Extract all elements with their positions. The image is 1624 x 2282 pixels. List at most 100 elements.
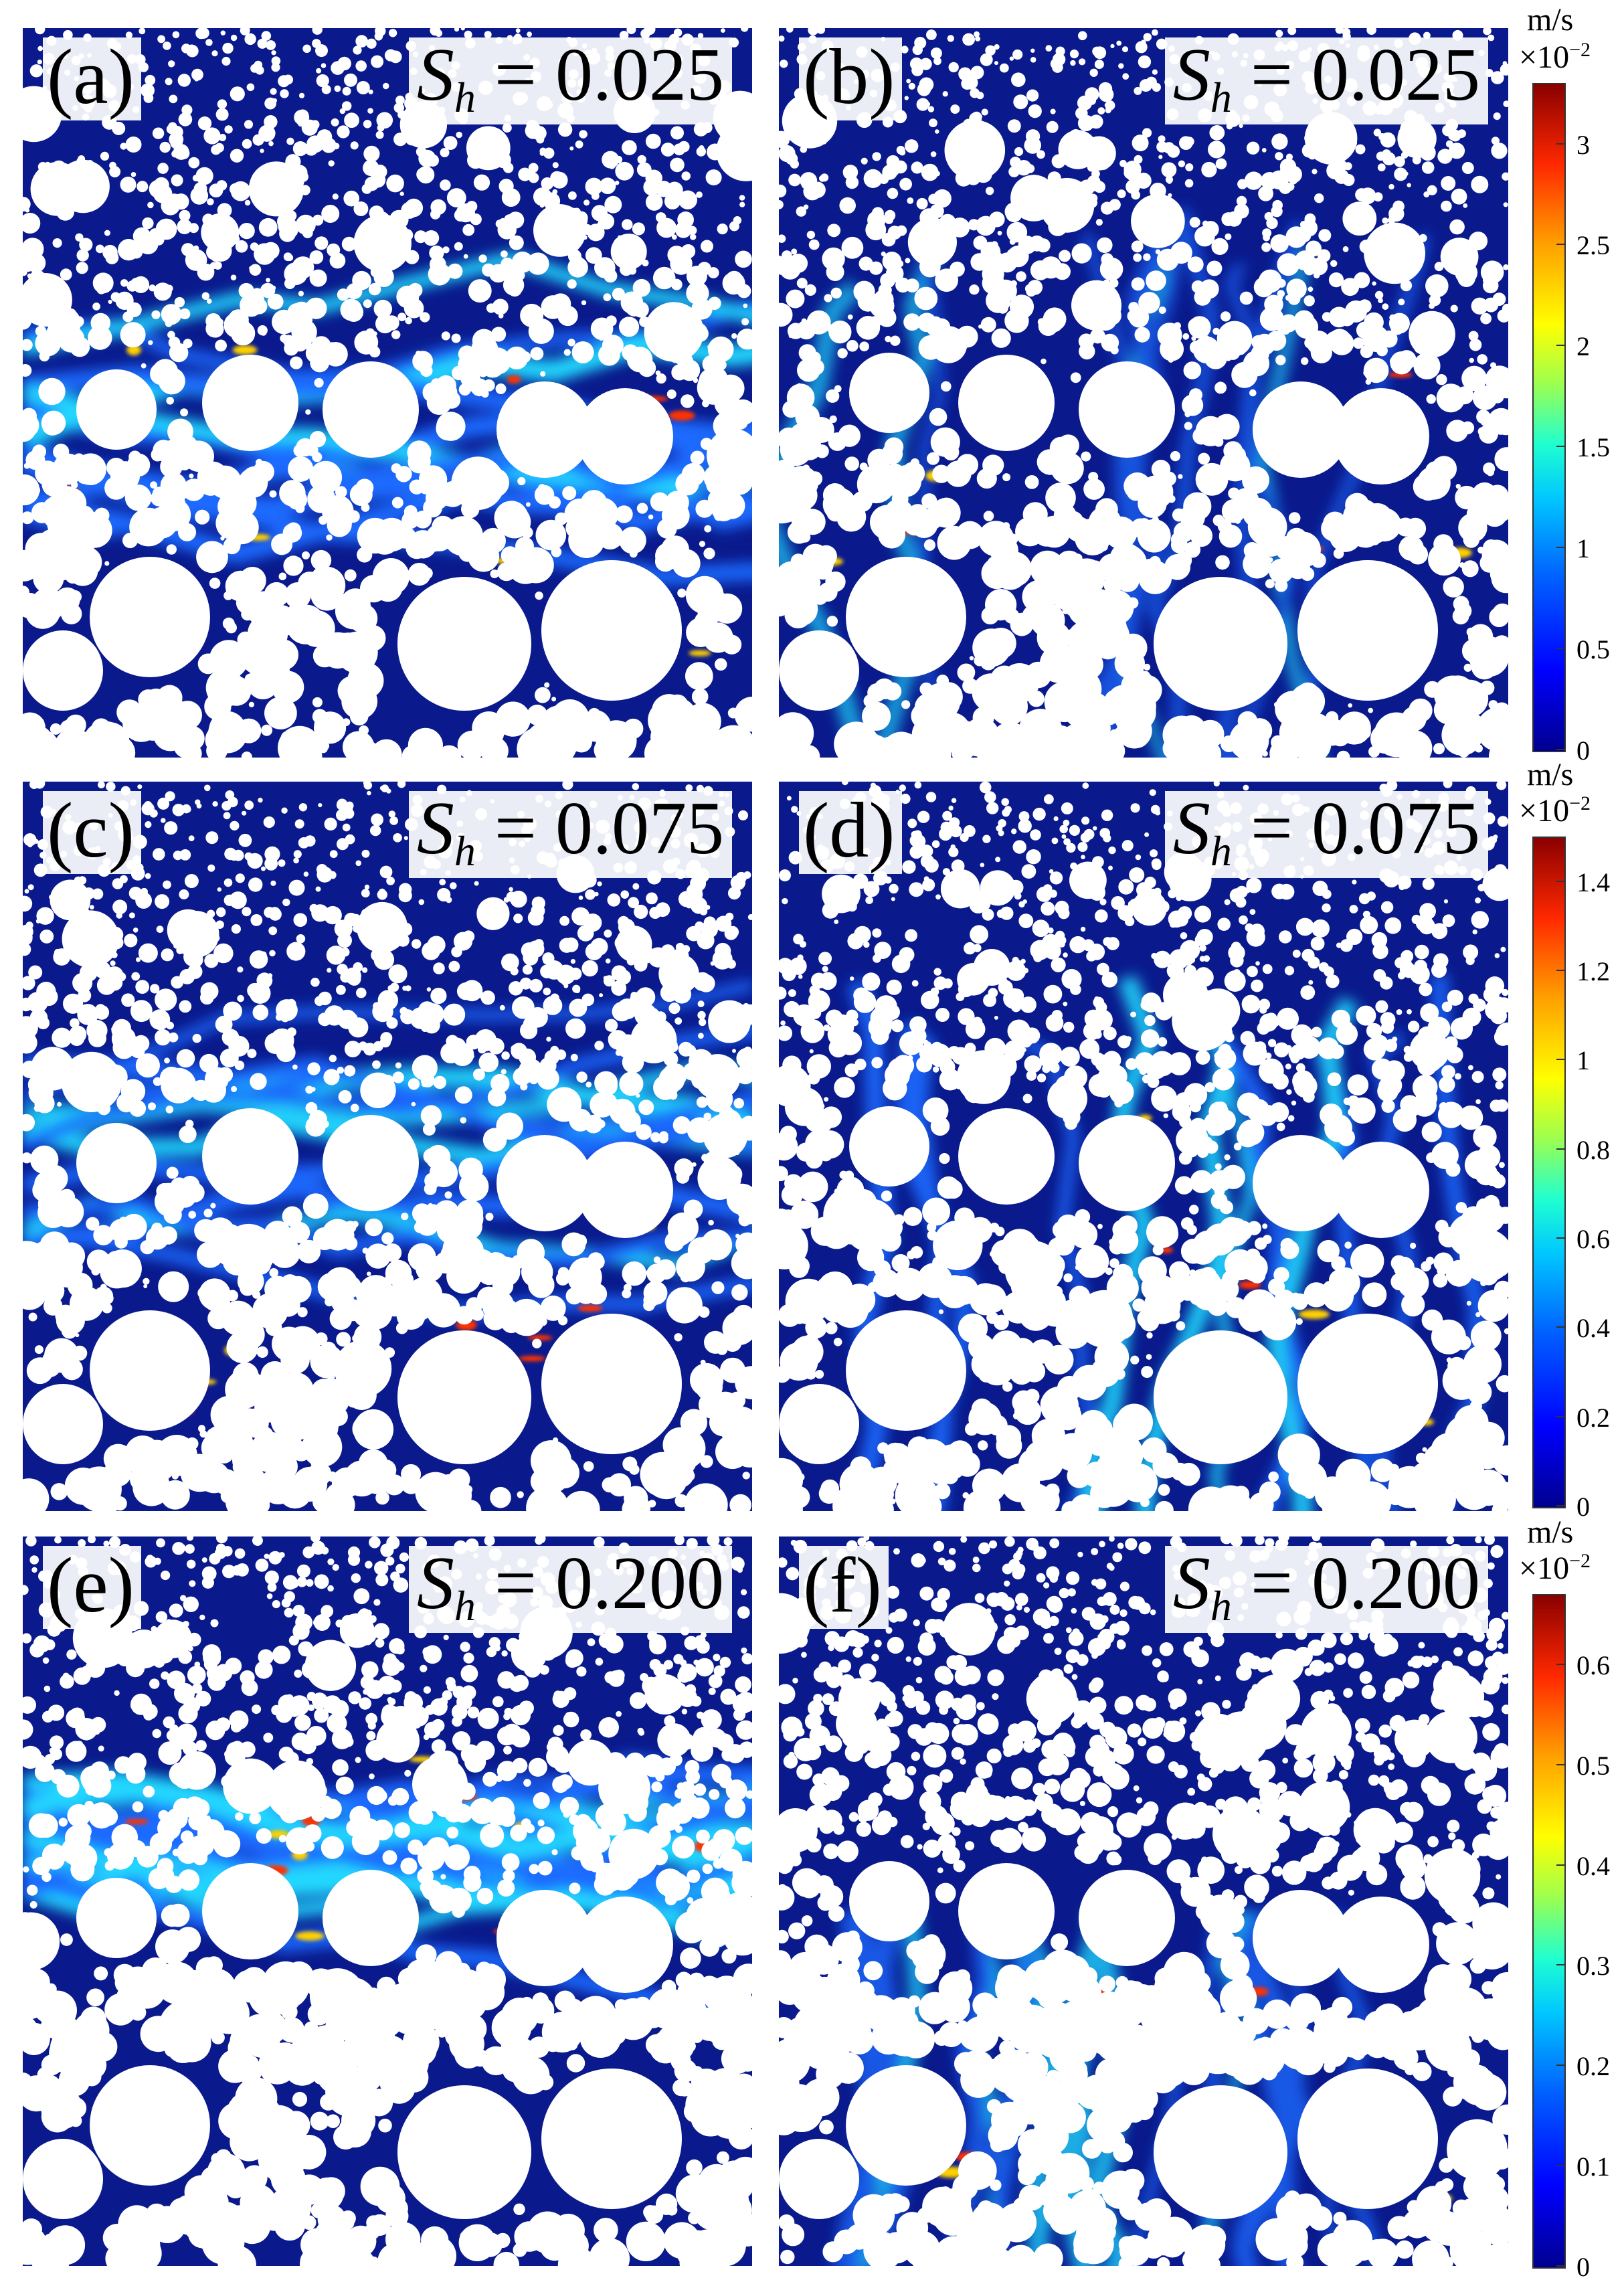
medium-grain (1071, 280, 1121, 331)
grain (257, 325, 268, 336)
grain (147, 201, 154, 209)
grain (257, 38, 268, 49)
grain (417, 166, 435, 184)
grain (1168, 193, 1172, 197)
grain (1055, 930, 1065, 941)
grain (1469, 339, 1482, 351)
grain (1094, 60, 1104, 70)
grain (894, 160, 907, 174)
grain (505, 346, 529, 369)
grain (1229, 720, 1269, 758)
grain (517, 476, 526, 486)
grain (230, 149, 244, 163)
grain (1500, 64, 1508, 76)
grain (916, 197, 928, 209)
grain (996, 551, 1032, 588)
grain (1279, 713, 1319, 752)
grain (248, 877, 263, 892)
grain (1110, 43, 1115, 48)
grain (1451, 188, 1467, 205)
grain (302, 1193, 329, 1219)
grain (344, 1065, 356, 1077)
grain (1471, 175, 1489, 193)
grain (690, 234, 697, 240)
medium-grain (533, 204, 586, 257)
grain (337, 838, 349, 851)
grain (597, 1120, 606, 1128)
grain (590, 938, 608, 956)
grain (1358, 725, 1371, 739)
grain (1038, 515, 1071, 548)
grain (134, 491, 149, 505)
grain (337, 1067, 345, 1074)
grain (1163, 142, 1175, 154)
grain (1070, 60, 1076, 66)
grain (1105, 1267, 1113, 1276)
grain (215, 1015, 233, 1033)
grain (152, 487, 167, 501)
grain (1450, 304, 1458, 313)
grain (347, 1394, 361, 1408)
grain (660, 143, 675, 157)
grain (286, 254, 294, 262)
grain (1170, 242, 1192, 264)
grain (567, 279, 577, 289)
grain (1245, 1248, 1261, 1263)
grain (231, 924, 241, 934)
grain (874, 678, 895, 699)
grain (942, 91, 948, 97)
grain (699, 541, 705, 547)
medium-grain (56, 159, 110, 213)
grain (399, 883, 412, 896)
grain (671, 234, 677, 240)
grain (261, 866, 266, 871)
grain (280, 89, 289, 98)
grain (1312, 169, 1318, 175)
grain (195, 167, 213, 185)
grain (130, 1043, 145, 1059)
grain (104, 561, 110, 566)
grain (657, 551, 662, 556)
grain (1502, 61, 1508, 66)
grain (266, 278, 270, 282)
grain (1271, 133, 1288, 150)
velocity-hotspot (507, 375, 521, 384)
grain (644, 735, 681, 758)
grain (1264, 294, 1283, 315)
grain (626, 28, 636, 35)
grain (153, 1077, 162, 1086)
grain (166, 397, 174, 405)
grain (1257, 1022, 1270, 1035)
solid-grains (23, 28, 752, 758)
grain (1078, 31, 1087, 41)
large-grain (23, 630, 103, 711)
grain (294, 557, 302, 565)
medium-grain (907, 217, 957, 267)
grain (1326, 162, 1344, 180)
grain (1483, 28, 1492, 35)
grain (232, 849, 244, 861)
grain (185, 806, 191, 813)
grain (1448, 131, 1457, 141)
grain (604, 269, 618, 283)
grain (681, 394, 695, 408)
grain (856, 316, 881, 340)
grain (207, 1308, 230, 1330)
grain (701, 1229, 733, 1261)
grain (1247, 966, 1258, 978)
grain (244, 800, 254, 810)
grain (701, 1154, 709, 1162)
grain (269, 950, 276, 957)
grain (1443, 899, 1449, 903)
grain (1208, 141, 1226, 159)
grain (52, 238, 62, 248)
grain (414, 511, 432, 529)
grain (887, 226, 902, 240)
grain (314, 1466, 327, 1478)
grain (670, 157, 685, 173)
grain (444, 1191, 452, 1199)
grain (911, 161, 923, 174)
grain (604, 930, 612, 938)
grain (579, 130, 588, 139)
grain (421, 1024, 429, 1032)
